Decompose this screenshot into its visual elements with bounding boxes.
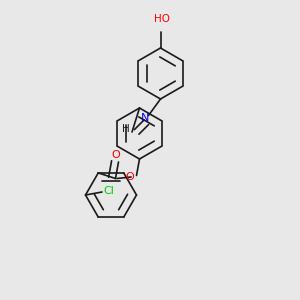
Text: Cl: Cl (103, 186, 114, 196)
Text: H: H (122, 124, 129, 134)
Text: N: N (141, 113, 149, 123)
Text: O: O (125, 172, 134, 182)
Text: O: O (111, 150, 120, 161)
Text: HO: HO (154, 14, 170, 24)
